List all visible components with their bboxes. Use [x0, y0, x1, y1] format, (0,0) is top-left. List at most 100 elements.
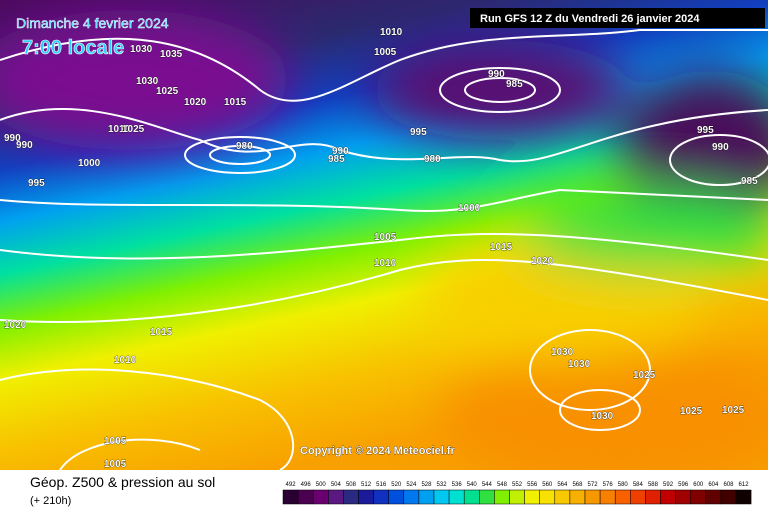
isobar-label: 1020	[4, 320, 27, 331]
scale-swatch	[690, 489, 707, 505]
scale-swatch	[524, 489, 540, 505]
copyright: Copyright © 2024 Meteociel.fr	[300, 445, 456, 457]
scale-label: 536	[452, 482, 463, 488]
isobar-label: 1025	[122, 124, 145, 135]
scale-swatch	[509, 489, 525, 505]
scale-label: 500	[316, 482, 327, 488]
isobar-label: 1010	[374, 258, 397, 269]
isobar-label: 980	[424, 154, 441, 165]
footer-lead: (+ 210h)	[30, 495, 71, 507]
scale-swatch	[418, 489, 435, 505]
isobar-label: 990	[16, 140, 33, 151]
scale-swatch	[660, 489, 676, 505]
isobar-label: 1000	[458, 203, 481, 214]
scale-label: 504	[331, 482, 342, 488]
scale-swatch	[494, 489, 510, 505]
scale-label: 564	[557, 482, 568, 488]
isobar-label: 990	[488, 69, 505, 80]
isobar-label: 985	[741, 176, 758, 187]
isobar-label: 1030	[568, 359, 591, 370]
scale-label: 608	[723, 482, 734, 488]
isobar-label: 990	[4, 133, 21, 144]
scale-swatch	[705, 489, 722, 505]
scale-label: 580	[618, 482, 629, 488]
isobar-label: 1010	[380, 27, 403, 38]
scale-label: 540	[467, 482, 478, 488]
isobar-label: 980	[236, 141, 253, 152]
isobar-label: 990	[332, 146, 349, 157]
scale-label: 548	[497, 482, 508, 488]
scale-label: 568	[572, 482, 583, 488]
isobar-label: 1010	[114, 355, 137, 366]
scale-label: 552	[512, 482, 523, 488]
field-features	[0, 10, 768, 490]
scale-label: 528	[421, 482, 432, 488]
scale-label: 556	[527, 482, 538, 488]
scale-swatch	[282, 489, 299, 505]
scale-swatch	[433, 489, 450, 505]
scale-label: 576	[603, 482, 614, 488]
isobar-label: 1005	[104, 459, 127, 470]
scale-label: 596	[678, 482, 689, 488]
isobar-label: 1020	[531, 256, 554, 267]
run-info: Run GFS 12 Z du Vendredi 26 janvier 2024	[480, 13, 700, 25]
scale-label: 512	[361, 482, 372, 488]
scale-swatch	[584, 489, 601, 505]
footer-title: Géop. Z500 & pression au sol	[30, 474, 215, 490]
isobar-label: 1020	[184, 97, 207, 108]
scale-swatch	[373, 489, 389, 505]
isobar-label: 1015	[150, 327, 173, 338]
scale-swatch	[645, 489, 661, 505]
scale-swatch	[403, 489, 420, 505]
scale-label: 524	[406, 482, 417, 488]
scale-label: 492	[286, 482, 297, 488]
isobar-label: 1000	[78, 158, 101, 169]
isobar-label: 1030	[136, 76, 159, 87]
scale-label: 572	[588, 482, 599, 488]
scale-label: 520	[391, 482, 402, 488]
scale-swatch	[463, 489, 480, 505]
isobar-label: 1005	[104, 436, 127, 447]
scale-swatch	[599, 489, 616, 505]
scale-swatch	[554, 489, 571, 505]
run-banner	[470, 8, 765, 28]
color-scale: 492 496 500 504 508 512 516 520 524 528 532 536 540 5…	[282, 482, 752, 505]
time: 7:00 locale	[22, 37, 124, 59]
scale-swatch	[614, 489, 631, 505]
isobar-label: 990	[712, 142, 729, 153]
isobar-label: 1015	[490, 242, 513, 253]
scale-swatch	[343, 489, 359, 505]
scale-label: 592	[663, 482, 674, 488]
scale-swatch	[388, 489, 405, 505]
scale-label: 532	[437, 482, 448, 488]
scale-swatch	[297, 489, 314, 505]
scale-label: 588	[648, 482, 659, 488]
isobar-label: 1030	[130, 44, 153, 55]
scale-label: 612	[739, 482, 750, 488]
scale-swatch	[328, 489, 344, 505]
scale-label: 584	[633, 482, 644, 488]
isobar-label: 1035	[160, 49, 183, 60]
scale-label: 516	[376, 482, 387, 488]
isobar-label: 1025	[156, 86, 179, 97]
scale-label: 600	[693, 482, 704, 488]
isobar-label: 1005	[374, 47, 397, 58]
scale-swatch	[448, 489, 465, 505]
scale-swatch	[358, 489, 374, 505]
scale-swatch	[735, 489, 752, 505]
isobar-label: 1030	[591, 411, 614, 422]
isobar-label: 995	[410, 127, 427, 138]
isobar-label: 1025	[722, 405, 745, 416]
scale-label: 604	[708, 482, 719, 488]
scale-label: 496	[301, 482, 312, 488]
isobar-label: 985	[506, 79, 523, 90]
scale-label: 508	[346, 482, 357, 488]
isobar-label: 1030	[551, 347, 574, 358]
isobars	[0, 29, 768, 471]
isobar-label: 995	[697, 125, 714, 136]
scale-swatch	[630, 489, 646, 505]
scale-swatch	[675, 489, 691, 505]
